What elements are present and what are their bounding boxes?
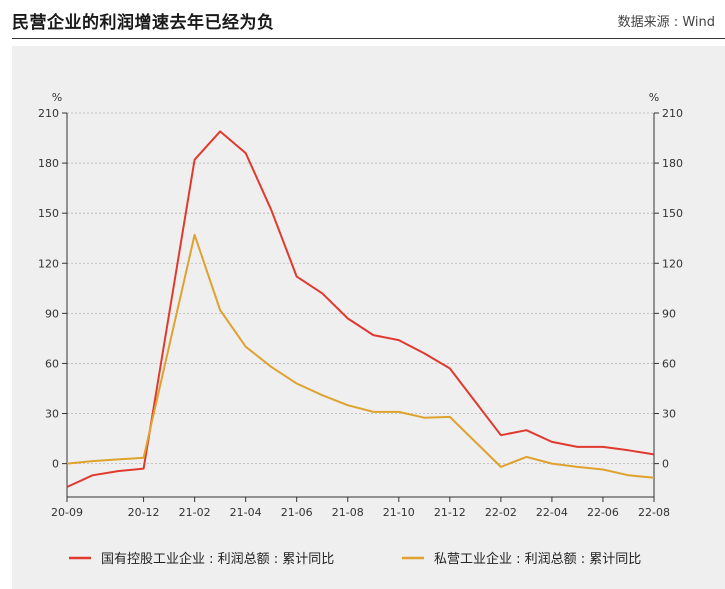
x-tick-label: 21-04 (230, 506, 262, 519)
header-divider (12, 38, 725, 39)
y-tick-label-left: 90 (45, 307, 59, 320)
chart-panel: 0 0 30 30 60 60 90 90 120 120 150 150 180 180 210 210%%… (12, 46, 725, 589)
header: 民营企业的利润增速去年已经为负 数据来源 : Wind (0, 0, 725, 38)
legend-label-1: 国有控股工业企业 : 利润总额 : 累计同比 (101, 551, 334, 567)
y-tick-label-right: 60 (662, 357, 676, 370)
x-tick-label: 22-02 (485, 506, 517, 519)
y-tick-label-left: 30 (45, 408, 59, 421)
y-tick-label-right: 30 (662, 408, 676, 421)
y-unit-left: % (52, 91, 62, 104)
y-tick-label-right: 0 (662, 458, 669, 471)
x-tick-label: 22-06 (587, 506, 619, 519)
y-tick-label-right: 90 (662, 307, 676, 320)
y-unit-right: % (649, 91, 659, 104)
line-chart: 0 0 30 30 60 60 90 90 120 120 150 150 180 180 210 210%%… (38, 91, 683, 567)
x-tick-label: 20-12 (128, 506, 160, 519)
legend-label-2: 私营工业企业 : 利润总额 : 累计同比 (434, 551, 641, 567)
y-tick-label-right: 120 (662, 257, 683, 270)
x-tick-label: 21-10 (383, 506, 415, 519)
x-tick-label: 21-12 (434, 506, 466, 519)
data-source-note: 数据来源 : Wind (617, 15, 715, 30)
x-tick-label: 21-08 (332, 506, 364, 519)
x-tick-label: 22-08 (638, 506, 670, 519)
y-tick-label-right: 210 (662, 107, 683, 120)
y-tick-label-left: 120 (38, 257, 59, 270)
y-tick-label-left: 180 (38, 157, 59, 170)
x-tick-label: 21-02 (179, 506, 211, 519)
y-tick-label-left: 210 (38, 107, 59, 120)
x-tick-label: 22-04 (536, 506, 568, 519)
y-tick-label-left: 60 (45, 357, 59, 370)
x-tick-label: 20-09 (51, 506, 83, 519)
series-line-1 (66, 130, 655, 488)
y-tick-label-right: 150 (662, 207, 683, 220)
y-tick-label-right: 180 (662, 157, 683, 170)
series-line-2 (66, 233, 655, 479)
y-tick-label-left: 0 (52, 458, 59, 471)
page-title: 民营企业的利润增速去年已经为负 (12, 13, 275, 33)
y-tick-label-left: 150 (38, 207, 59, 220)
x-tick-label: 21-06 (281, 506, 313, 519)
